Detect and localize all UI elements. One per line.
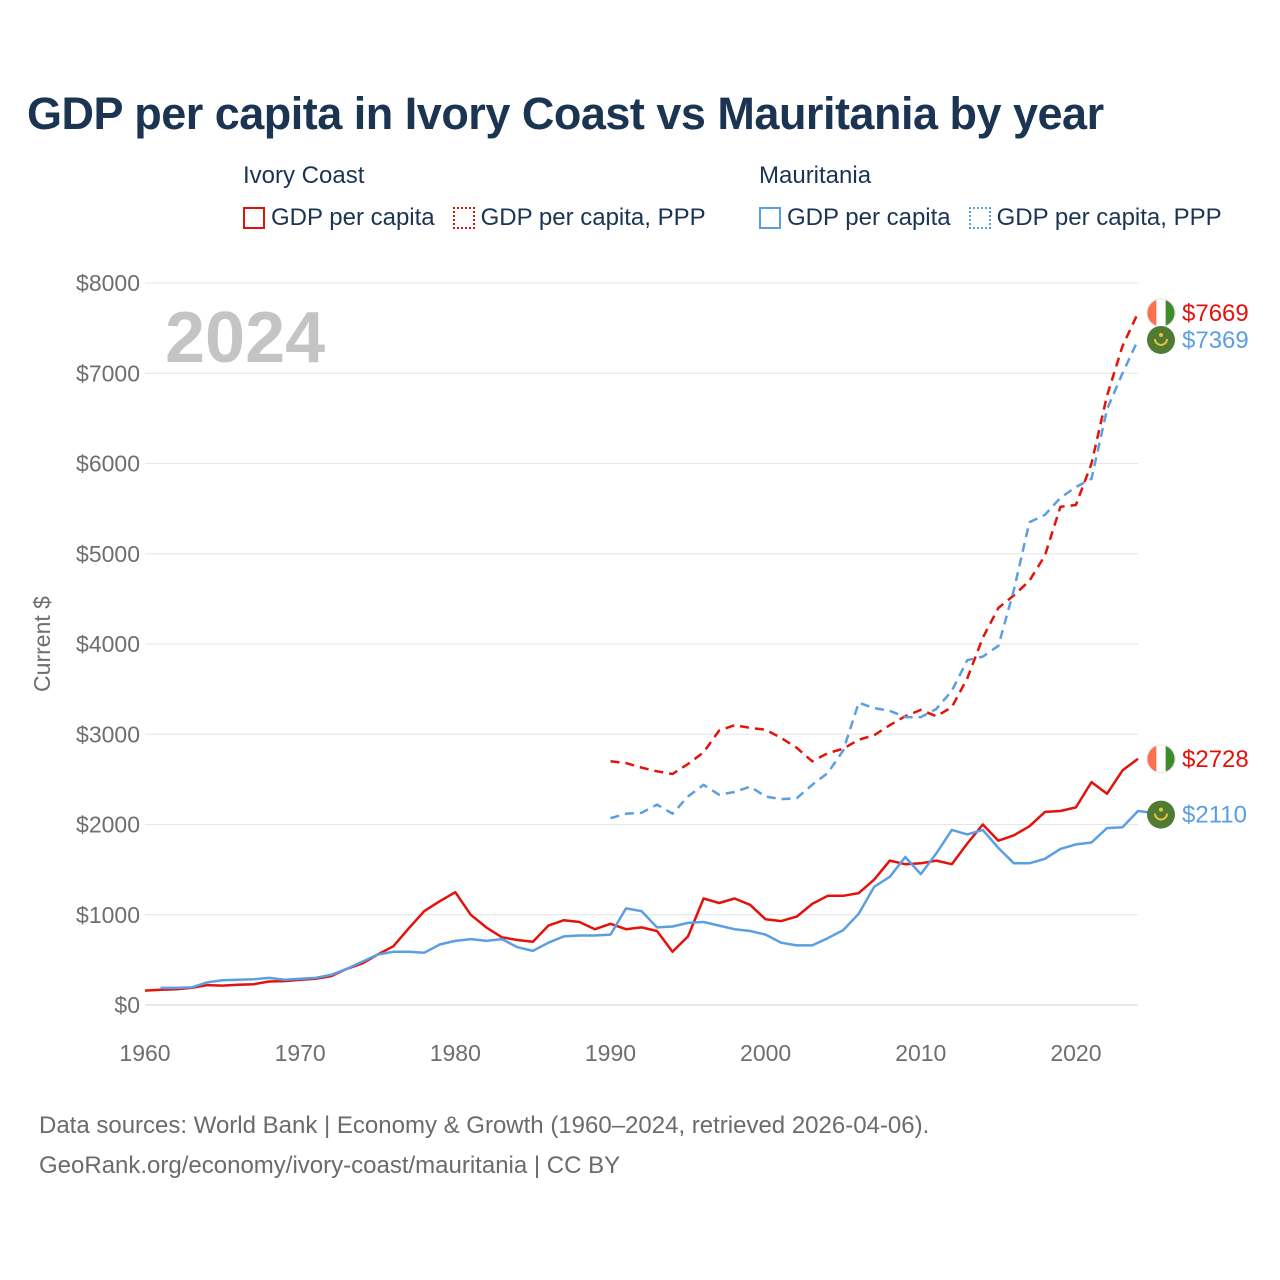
flag-stripe bbox=[1156, 744, 1167, 773]
series-line-ppp bbox=[610, 339, 1140, 820]
flag-crescent-icon bbox=[1154, 338, 1168, 346]
legend-group-name: Ivory Coast bbox=[243, 162, 365, 189]
year-watermark: 2024 bbox=[165, 298, 325, 378]
legend-swatch-solid bbox=[243, 207, 265, 229]
legend-group-name: Mauritania bbox=[759, 162, 872, 189]
ivory-coast-flag-icon bbox=[1147, 744, 1176, 773]
x-tick-label: 2010 bbox=[895, 1040, 946, 1066]
x-tick-label: 1960 bbox=[119, 1040, 170, 1066]
legend-label: GDP per capita bbox=[271, 204, 435, 231]
y-tick-label: $2000 bbox=[76, 812, 140, 838]
series-end-label: $2728 bbox=[1182, 746, 1249, 773]
flag-stripe bbox=[1165, 298, 1176, 327]
flag-border bbox=[1146, 744, 1176, 774]
x-tick-label: 1980 bbox=[430, 1040, 481, 1066]
legend-group-mauritania: Mauritania GDP per capita GDP per capita… bbox=[759, 162, 1240, 232]
ivory-coast-flag-icon bbox=[1147, 298, 1176, 327]
x-tick-label: 1990 bbox=[585, 1040, 636, 1066]
legend-swatch-dotted bbox=[452, 207, 475, 229]
legend-item-mauritania-ppp[interactable]: GDP per capita, PPP bbox=[968, 204, 1222, 232]
y-tick-label: $3000 bbox=[76, 721, 140, 747]
series-end-label: $7669 bbox=[1182, 300, 1249, 327]
sources-line-2[interactable]: GeoRank.org/economy/ivory-coast/mauritan… bbox=[39, 1152, 621, 1179]
series-end-label: $7369 bbox=[1182, 327, 1249, 354]
y-tick-label: $6000 bbox=[76, 451, 140, 477]
legend-item-mauritania-gdp[interactable]: GDP per capita bbox=[759, 204, 951, 232]
series-line-ppp bbox=[610, 312, 1140, 776]
y-tick-label: $4000 bbox=[76, 631, 140, 657]
x-tick-label: 1970 bbox=[275, 1040, 326, 1066]
flag-crescent-icon bbox=[1154, 813, 1168, 821]
series-line-gdp bbox=[160, 809, 1170, 990]
chart-title: GDP per capita in Ivory Coast vs Maurita… bbox=[27, 88, 1104, 139]
legend-label: GDP per capita, PPP bbox=[996, 204, 1222, 231]
series-line-gdp bbox=[144, 757, 1139, 992]
y-tick-label: $1000 bbox=[76, 902, 140, 928]
legend-label: GDP per capita bbox=[787, 204, 951, 231]
flag-star-icon bbox=[1159, 332, 1163, 337]
flag-star-icon bbox=[1159, 807, 1163, 812]
y-tick-label: $5000 bbox=[76, 541, 140, 567]
legend-group-ivory-coast: Ivory Coast GDP per capita GDP per capit… bbox=[243, 162, 724, 232]
y-tick-label: $0 bbox=[114, 992, 140, 1018]
legend-label: GDP per capita, PPP bbox=[480, 204, 706, 231]
legend-swatch-solid bbox=[759, 207, 781, 229]
mauritania-flag-icon bbox=[1147, 325, 1175, 354]
y-tick-label: $7000 bbox=[76, 360, 140, 386]
data-sources: Data sources: World Bank | Economy & Gro… bbox=[39, 1106, 929, 1186]
x-tick-label: 2020 bbox=[1050, 1040, 1101, 1066]
mauritania-flag-icon bbox=[1147, 800, 1175, 829]
legend-item-ivory-coast-ppp[interactable]: GDP per capita, PPP bbox=[452, 204, 706, 232]
flag-stripe bbox=[1156, 298, 1167, 327]
flag-stripe bbox=[1165, 744, 1176, 773]
legend-swatch-dotted bbox=[968, 207, 991, 229]
flag-stripe bbox=[1147, 298, 1157, 327]
x-tick-label: 2000 bbox=[740, 1040, 791, 1066]
flag-stripe bbox=[1147, 744, 1157, 773]
series-end-label: $2110 bbox=[1182, 802, 1247, 829]
legend-item-ivory-coast-gdp[interactable]: GDP per capita bbox=[243, 204, 435, 232]
y-axis-label: Current $ bbox=[29, 596, 55, 692]
y-tick-label: $8000 bbox=[76, 270, 140, 296]
sources-line-1: Data sources: World Bank | Economy & Gro… bbox=[39, 1112, 930, 1139]
